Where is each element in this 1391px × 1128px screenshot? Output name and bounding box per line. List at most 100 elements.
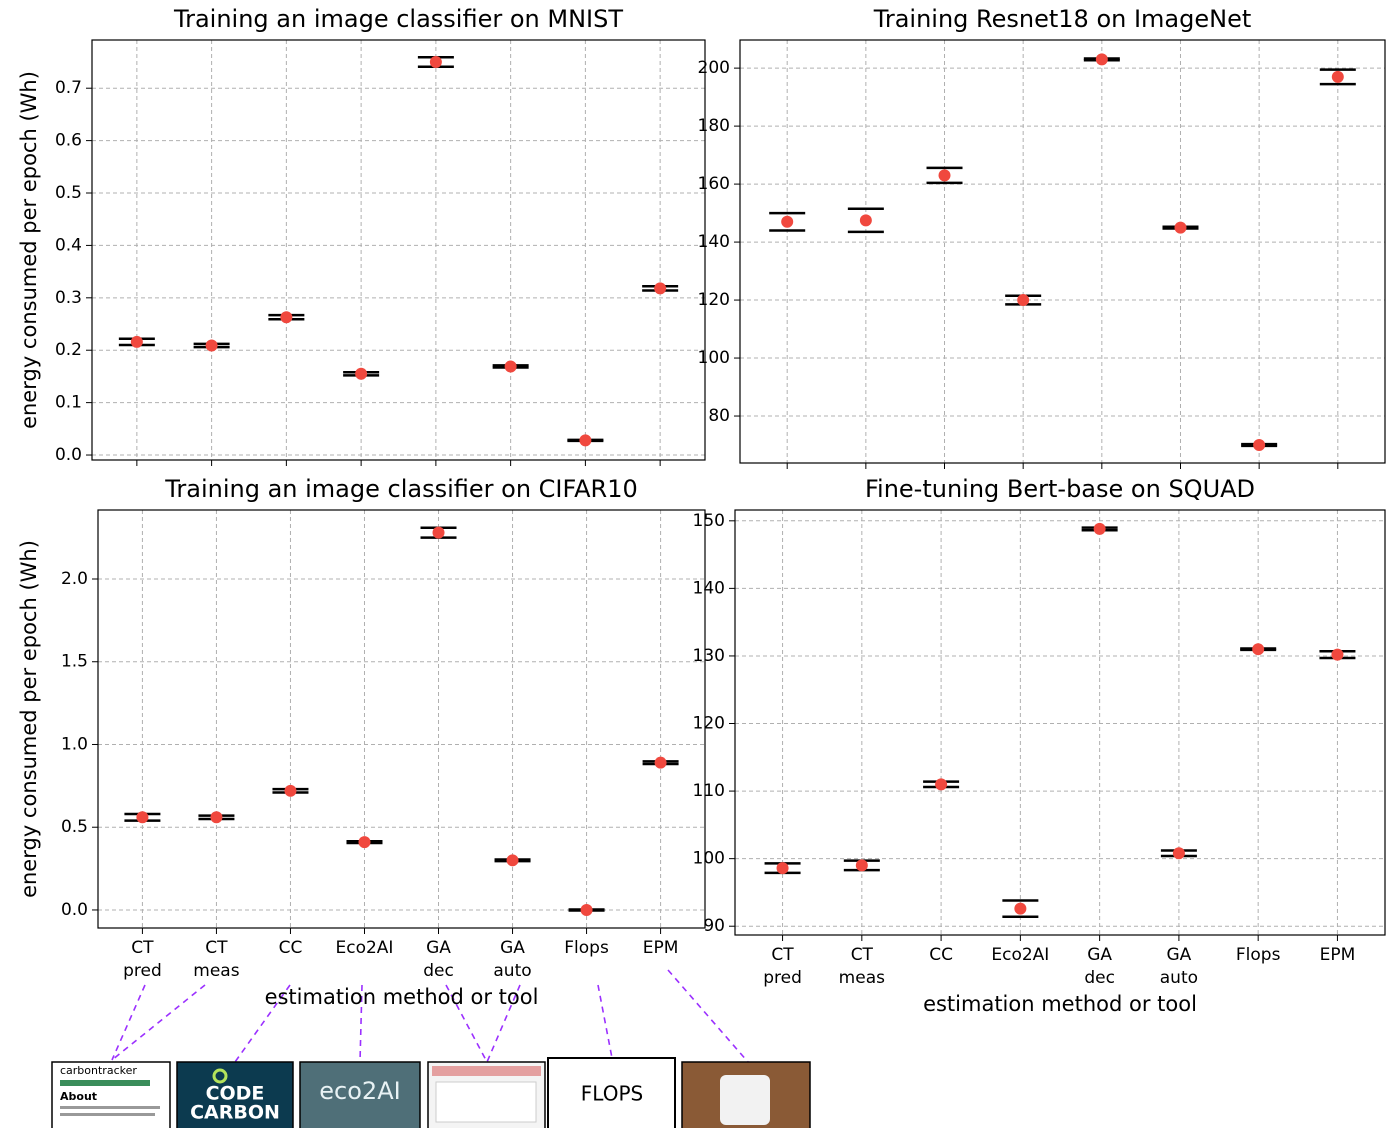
x-tick-label-line: EPM: [643, 938, 679, 958]
plot-frame: [92, 40, 705, 460]
point: [1014, 903, 1026, 915]
thumbnail-lines: [60, 1106, 160, 1109]
thumbnail-panel: [436, 1082, 536, 1122]
point: [935, 778, 947, 790]
x-tick-label: CC: [929, 945, 953, 965]
x-tick-label-line: GA: [1087, 945, 1112, 965]
y-tick-label: 0.2: [55, 340, 82, 360]
thumbnail-device: [720, 1075, 770, 1125]
chart-title: Training an image classifier on MNIST: [173, 5, 623, 33]
point: [355, 368, 367, 380]
x-tick-label-line: dec: [1084, 968, 1115, 988]
y-tick-label: 100: [698, 348, 730, 368]
x-tick-label: Flops: [1236, 945, 1281, 965]
y-tick-label: 140: [698, 232, 730, 252]
x-axis-label: estimation method or tool: [265, 985, 539, 1009]
y-tick-label: 0.5: [61, 817, 88, 837]
chart-title: Training Resnet18 on ImageNet: [873, 5, 1252, 33]
x-tick-label-line: pred: [763, 968, 802, 988]
plot-frame: [735, 510, 1385, 935]
x-tick-label: CT pred: [763, 945, 802, 988]
y-tick-label: 140: [693, 578, 725, 598]
connector: [668, 970, 748, 1062]
y-tick-label: 200: [698, 58, 730, 78]
x-tick-label-line: Flops: [564, 938, 609, 958]
thumbnail-text: CARBON: [190, 1102, 280, 1124]
y-tick-label: 0.3: [55, 288, 82, 308]
thumbnail-badges: [60, 1080, 150, 1086]
point: [579, 434, 591, 446]
y-tick-label: 0.6: [55, 131, 82, 151]
x-tick-label: EPM: [643, 938, 679, 958]
y-tick-label: 1.5: [61, 652, 88, 672]
connector: [598, 985, 612, 1058]
x-tick-label-line: auto: [1160, 968, 1198, 988]
point: [284, 785, 296, 797]
x-tick-label-line: Eco2AI: [991, 945, 1049, 965]
x-tick-label-line: GA: [1166, 945, 1191, 965]
x-tick-label: Eco2AI: [336, 938, 394, 958]
chart-title: Fine-tuning Bert-base on SQUAD: [865, 475, 1255, 503]
x-tick-label-line: GA: [500, 938, 525, 958]
point: [777, 862, 789, 874]
y-axis-label: energy consumed per epoch (Wh): [17, 71, 41, 429]
point: [1253, 439, 1265, 451]
thumbnail-text: carbontracker: [60, 1064, 137, 1077]
point: [1174, 222, 1186, 234]
y-tick-label: 150: [693, 511, 725, 531]
x-tick-label-line: CT: [205, 938, 228, 958]
y-tick-label: 180: [698, 116, 730, 136]
connector: [112, 985, 145, 1060]
x-tick-label: Flops: [564, 938, 609, 958]
y-axis-label: energy consumed per epoch (Wh): [17, 540, 41, 898]
x-tick-label-line: CT: [851, 945, 874, 965]
point: [856, 859, 868, 871]
x-tick-label-line: meas: [839, 968, 885, 988]
x-tick-label: GA auto: [1160, 945, 1198, 988]
y-tick-label: 120: [698, 290, 730, 310]
point: [654, 282, 666, 294]
point: [206, 340, 218, 352]
thumbnail-text: eco2AI: [319, 1077, 400, 1105]
figure: carbontracker About CODE CARBON eco2AI F…: [0, 0, 1391, 1128]
x-tick-label: GA dec: [1084, 945, 1115, 988]
point: [210, 811, 222, 823]
y-tick-label: 110: [693, 781, 725, 801]
point: [781, 216, 793, 228]
x-tick-label-line: CC: [929, 945, 953, 965]
thumbnail-text: About: [60, 1090, 97, 1103]
x-tick-label: CC: [279, 938, 303, 958]
x-tick-label: GA dec: [423, 938, 454, 981]
thumbnail-lines: [60, 1113, 155, 1116]
x-tick-label-line: GA: [426, 938, 451, 958]
y-tick-label: 0.5: [55, 183, 82, 203]
y-tick-label: 90: [703, 916, 725, 936]
point: [505, 360, 517, 372]
x-tick-label-line: Flops: [1236, 945, 1281, 965]
y-tick-label: 120: [693, 714, 725, 734]
x-tick-label-line: EPM: [1320, 945, 1356, 965]
point: [358, 836, 370, 848]
plot-frame: [740, 40, 1385, 463]
x-tick-label-line: dec: [423, 961, 454, 981]
y-tick-label: 0.0: [55, 445, 82, 465]
x-tick-label: Eco2AI: [991, 945, 1049, 965]
point: [655, 757, 667, 769]
x-tick-label-line: CT: [131, 938, 154, 958]
x-tick-label-line: Eco2AI: [336, 938, 394, 958]
y-tick-label: 0.4: [55, 235, 82, 255]
point: [1094, 523, 1106, 535]
connectors: [112, 970, 748, 1062]
y-tick-label: 160: [698, 174, 730, 194]
x-tick-label-line: CT: [771, 945, 794, 965]
point: [433, 527, 445, 539]
point: [280, 311, 292, 323]
point: [860, 214, 872, 226]
point: [581, 904, 593, 916]
point: [1173, 847, 1185, 859]
point: [430, 56, 442, 68]
y-tick-label: 80: [708, 406, 730, 426]
